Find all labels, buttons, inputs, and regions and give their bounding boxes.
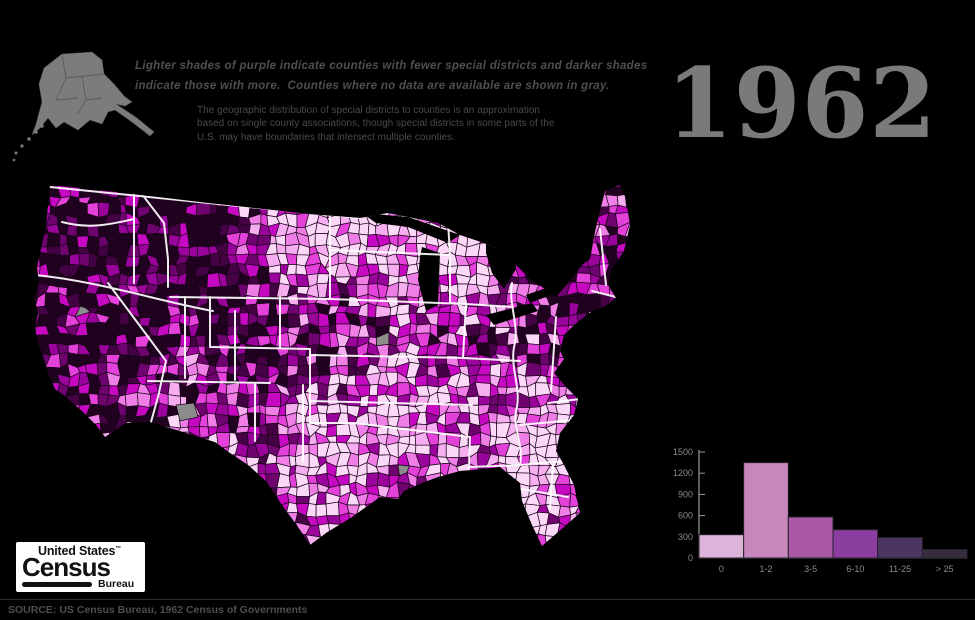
y-tick-label: 0: [688, 553, 693, 563]
x-tick-label: 11-25: [889, 564, 911, 574]
x-tick-label: 0: [719, 564, 724, 574]
x-tick-label: > 25: [936, 564, 954, 574]
district-count-histogram: 0 300 600 900 1200 1500 0 1-2 3-5 6-10 11-25 > 25: [673, 447, 968, 574]
year-title: 1962: [666, 47, 938, 160]
logo-trademark: ™: [115, 545, 122, 552]
logo-census-wordmark: Census: [22, 551, 111, 582]
no-data-county: [175, 402, 199, 422]
aleutian-islands: [12, 124, 44, 162]
histogram-bar: [698, 534, 745, 559]
logo-united-states: United States™: [38, 545, 139, 558]
logo-bureau-text: Bureau: [98, 577, 135, 590]
logo-bar: [22, 581, 92, 587]
histogram-bar: [743, 462, 789, 559]
map-clip-group: [34, 185, 630, 546]
x-axis-labels: 0 1-2 3-5 6-10 11-25 > 25: [719, 564, 954, 574]
histogram-bar: [921, 549, 968, 559]
y-tick-label: 1200: [673, 468, 693, 478]
alaska-borough-borders: [55, 53, 105, 115]
lake-superior: [362, 213, 460, 243]
y-tick-label: 900: [678, 489, 693, 499]
histogram-bar: [877, 537, 923, 559]
us-choropleth-map: [34, 185, 630, 546]
histogram-bar: [787, 516, 834, 559]
histogram-bar: [832, 529, 879, 559]
census-bureau-logo: United States™ Census Bureau: [16, 542, 145, 592]
alaska-inset-map: [12, 51, 155, 162]
histogram-bars: [698, 462, 968, 559]
y-axis-ticks: 0 300 600 900 1200 1500: [673, 447, 705, 563]
y-tick-label: 1500: [673, 447, 693, 457]
y-tick-label: 600: [678, 511, 693, 521]
y-tick-label: 300: [678, 532, 693, 542]
source-footer: SOURCE: US Census Bureau, 1962 Census of…: [0, 599, 975, 620]
lake-erie: [486, 303, 538, 325]
lake-michigan: [418, 247, 440, 311]
legend-note: Lighter shades of purple indicate counti…: [135, 60, 651, 93]
x-tick-label: 1-2: [759, 564, 772, 574]
x-tick-label: 6-10: [846, 564, 864, 574]
logo-bottom-row: Bureau: [22, 579, 139, 590]
x-tick-label: 3-5: [804, 564, 817, 574]
source-line: SOURCE: US Census Bureau, 1962 Census of…: [8, 604, 308, 616]
method-note: The geographic distribution of special d…: [197, 105, 555, 143]
logo-united-states-text: United States: [38, 544, 116, 558]
